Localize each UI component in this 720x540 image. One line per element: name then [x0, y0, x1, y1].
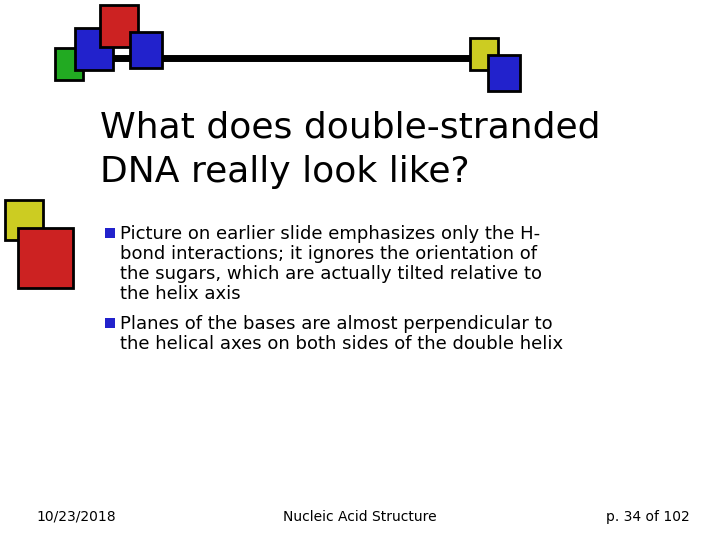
Bar	[100, 5, 138, 47]
Bar	[5, 200, 43, 240]
Bar	[55, 48, 83, 80]
Bar	[18, 228, 73, 288]
Text: the helical axes on both sides of the double helix: the helical axes on both sides of the do…	[120, 335, 563, 353]
Bar	[105, 318, 115, 328]
Text: p. 34 of 102: p. 34 of 102	[606, 510, 690, 524]
Text: What does double-stranded: What does double-stranded	[100, 110, 600, 144]
Text: the sugars, which are actually tilted relative to: the sugars, which are actually tilted re…	[120, 265, 542, 283]
Text: bond interactions; it ignores the orientation of: bond interactions; it ignores the orient…	[120, 245, 537, 263]
Bar	[470, 38, 498, 70]
Text: Nucleic Acid Structure: Nucleic Acid Structure	[283, 510, 437, 524]
Bar	[105, 228, 115, 238]
Bar	[488, 55, 520, 91]
Bar	[130, 32, 162, 68]
Text: Picture on earlier slide emphasizes only the H-: Picture on earlier slide emphasizes only…	[120, 225, 540, 243]
Bar	[75, 28, 113, 70]
Text: Planes of the bases are almost perpendicular to: Planes of the bases are almost perpendic…	[120, 315, 553, 333]
Text: DNA really look like?: DNA really look like?	[100, 155, 469, 189]
Text: 10/23/2018: 10/23/2018	[36, 510, 116, 524]
Text: the helix axis: the helix axis	[120, 285, 240, 303]
